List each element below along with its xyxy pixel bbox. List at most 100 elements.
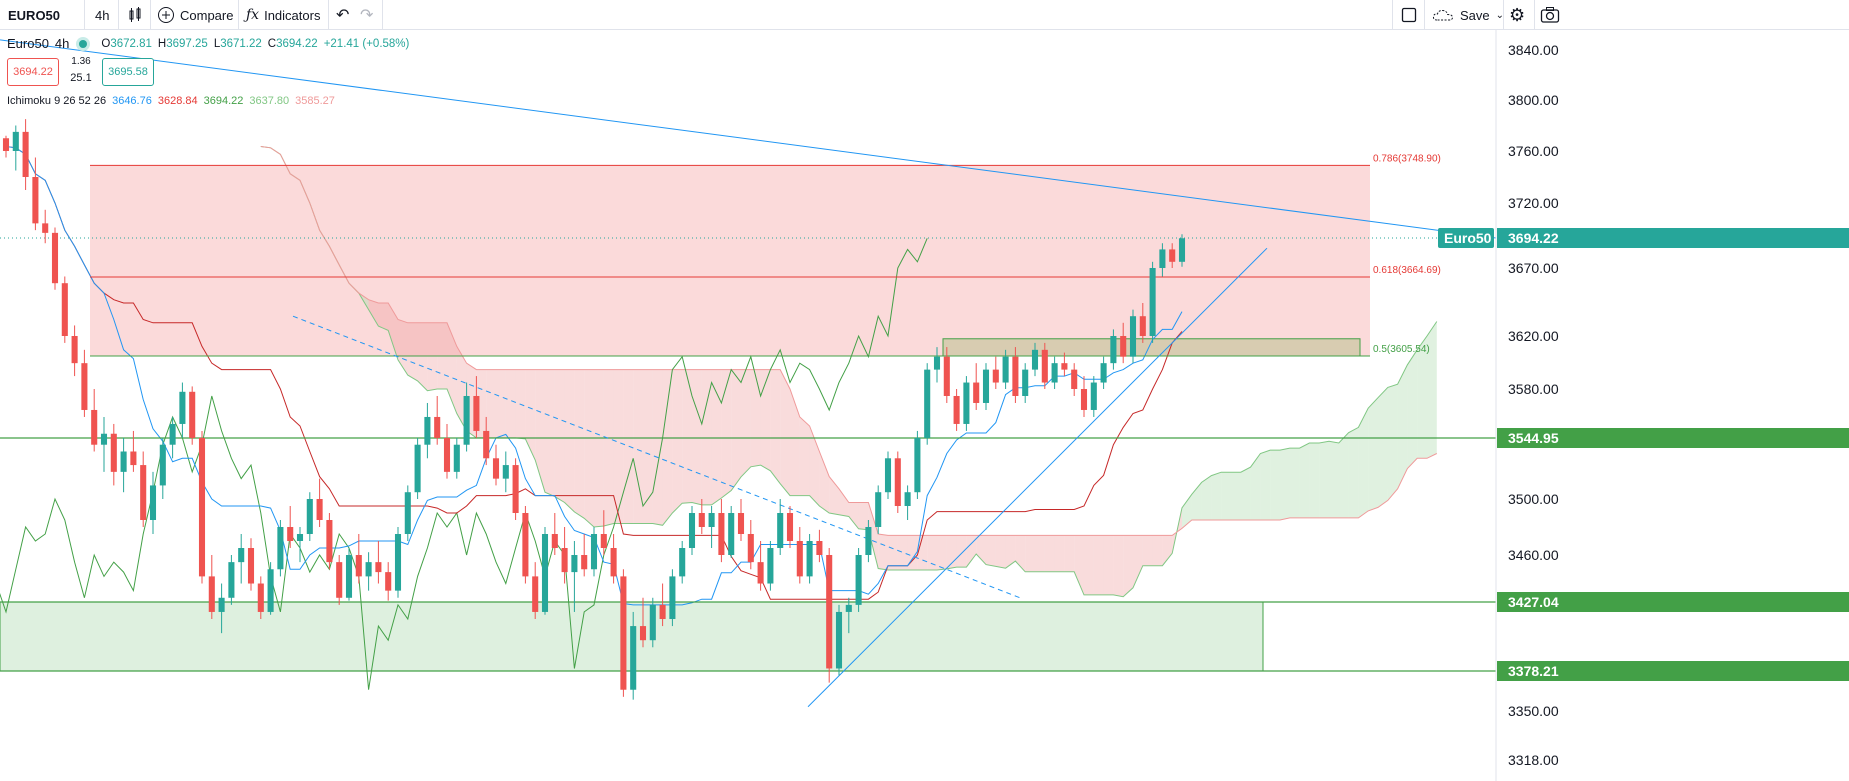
fullscreen-toggle[interactable] <box>1401 0 1417 30</box>
settings-button[interactable]: ⚙ <box>1509 0 1525 30</box>
ichimoku-cloud-segment <box>1329 441 1339 518</box>
interval-button[interactable]: 4h <box>95 7 110 23</box>
candle <box>620 569 627 697</box>
candle <box>718 499 725 563</box>
candle <box>365 552 372 591</box>
ichimoku-cloud-segment <box>858 502 869 530</box>
candle <box>1012 347 1019 403</box>
ichimoku-cloud-segment <box>1358 408 1369 518</box>
candle <box>198 430 206 584</box>
candle-body <box>345 555 353 598</box>
ichimoku-cloud-segment <box>927 535 937 570</box>
dashed-trendline <box>292 315 1021 599</box>
ichimoku-cloud-segment <box>741 369 751 477</box>
candle <box>914 430 921 499</box>
candle <box>796 527 803 584</box>
redo-button[interactable]: ↷ <box>360 0 373 30</box>
fib-zone <box>90 165 1370 356</box>
ichimoku-cloud-segment <box>878 534 888 570</box>
ichimoku-label: Ichimoku 9 26 52 26 <box>7 95 107 107</box>
senkou-span-b-line <box>260 146 1438 536</box>
ichimoku-cloud-segment <box>398 319 408 376</box>
candle-body <box>1159 249 1166 268</box>
candle-body <box>639 626 647 641</box>
save-button[interactable]: Save ⌄ <box>1432 0 1504 30</box>
ichimoku-cloud-segment <box>594 369 604 527</box>
candle-body <box>404 492 411 534</box>
ichimoku-cloud-segment <box>554 369 565 503</box>
candle <box>767 541 774 591</box>
candle-body <box>698 513 705 527</box>
candle <box>953 389 960 431</box>
candle-body <box>463 395 470 445</box>
candle-body <box>189 391 196 438</box>
candle-body <box>61 283 68 336</box>
candle <box>728 506 735 558</box>
candle <box>502 451 509 493</box>
candle <box>865 520 872 563</box>
candle <box>924 363 931 445</box>
candle-body <box>22 131 29 177</box>
candle-body <box>777 513 784 548</box>
ichimoku-cloud-segment <box>1260 450 1271 520</box>
candle-body <box>91 409 98 445</box>
candle-body <box>140 465 147 520</box>
ichimoku-cloud-segment <box>1231 472 1241 520</box>
candle-body <box>933 356 941 370</box>
ichimoku-cloud-segment <box>1064 535 1075 572</box>
ichimoku-cloud-segment <box>574 369 585 519</box>
indicators-label: Indicators <box>264 7 321 23</box>
candle-body <box>688 513 696 548</box>
candle-body <box>884 458 892 493</box>
compare-button[interactable]: Compare <box>157 0 233 30</box>
candle <box>355 534 362 584</box>
candle <box>414 437 421 499</box>
candle-body <box>982 369 990 403</box>
symbol-search[interactable]: EURO50 <box>8 7 61 23</box>
ichimoku-cloud-segment <box>505 369 516 438</box>
candle <box>1031 342 1039 377</box>
ichimoku-cloud-segment <box>1054 535 1065 572</box>
ichimoku-cloud-segment <box>1015 535 1026 572</box>
ichimoku-cloud-segment <box>1123 535 1133 597</box>
candle <box>551 513 558 555</box>
indicators-button[interactable]: ƒx Indicators <box>246 0 320 30</box>
candle <box>600 510 607 555</box>
undo-button[interactable]: ↶ <box>336 0 349 30</box>
candle <box>610 534 617 584</box>
candle-body <box>786 513 794 541</box>
sell-price-button[interactable]: 3694.22 <box>7 58 59 86</box>
legend-close: C3694.22 <box>267 37 318 50</box>
ichimoku-cloud-segment <box>1133 535 1143 588</box>
candle-body <box>1041 349 1048 383</box>
candle-style-button[interactable] <box>127 0 143 30</box>
candle <box>904 485 911 520</box>
ichimoku-cloud-segment <box>1093 535 1104 595</box>
ichimoku-cloud-segment <box>1250 453 1261 520</box>
buy-price-button[interactable]: 3695.58 <box>102 58 154 86</box>
candle <box>816 529 823 563</box>
candle-body <box>365 562 372 577</box>
candle <box>179 382 186 438</box>
candle <box>169 416 176 459</box>
ichimoku-cloud-segment <box>1201 475 1212 520</box>
compare-label: Compare <box>180 7 234 23</box>
candle-body <box>198 437 206 577</box>
price-label: 3378.21 <box>1508 663 1559 679</box>
candle <box>688 506 696 555</box>
candle-body <box>659 604 666 620</box>
candle-body <box>306 499 313 534</box>
ichimoku-cloud-segment <box>388 302 398 360</box>
candle-body <box>1080 389 1088 410</box>
snapshot-button[interactable] <box>1540 0 1560 30</box>
candle <box>659 583 666 627</box>
candle <box>385 562 392 601</box>
candle-body <box>208 576 215 612</box>
candle-body <box>894 458 901 506</box>
candle <box>708 506 715 548</box>
candle <box>1120 322 1127 364</box>
candle-body <box>571 555 578 573</box>
ichimoku-cloud-segment <box>427 322 438 391</box>
ichimoku-cloud-segment <box>750 369 761 467</box>
